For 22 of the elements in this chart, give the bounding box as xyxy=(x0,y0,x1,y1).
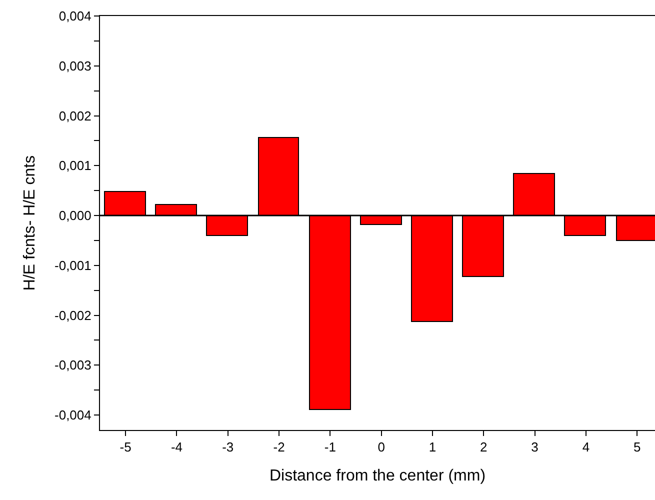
x-tick-label: 1 xyxy=(428,440,436,455)
x-tick-label: 4 xyxy=(582,440,590,455)
x-tick-label: -1 xyxy=(324,440,336,455)
y-tick-label: 0,001 xyxy=(58,158,92,174)
x-tick-label: 0 xyxy=(378,440,385,455)
x-tick-label: 2 xyxy=(480,440,488,455)
y-tick-label: 0,000 xyxy=(58,208,92,224)
y-tick-label: -0,001 xyxy=(54,258,92,273)
x-tick-label: -4 xyxy=(170,440,183,455)
y-axis-title: H/E fcnts- H/E cnts xyxy=(21,155,38,291)
y-tick-label: 0,004 xyxy=(58,8,92,24)
x-tick-label: -2 xyxy=(273,440,285,455)
x-tick-label: -3 xyxy=(222,440,234,455)
y-tick-label: -0,002 xyxy=(54,308,92,323)
y-tick-label: -0,003 xyxy=(54,358,92,373)
x-tick-label: -5 xyxy=(120,440,132,455)
x-axis-title: Distance from the center (mm) xyxy=(269,467,486,484)
y-tick-label: 0,003 xyxy=(58,58,92,74)
x-tick-label: 3 xyxy=(531,440,538,455)
x-tick-label: 5 xyxy=(633,440,641,455)
y-tick-label: -0,004 xyxy=(54,408,92,423)
y-tick-label: 0,002 xyxy=(58,108,92,124)
